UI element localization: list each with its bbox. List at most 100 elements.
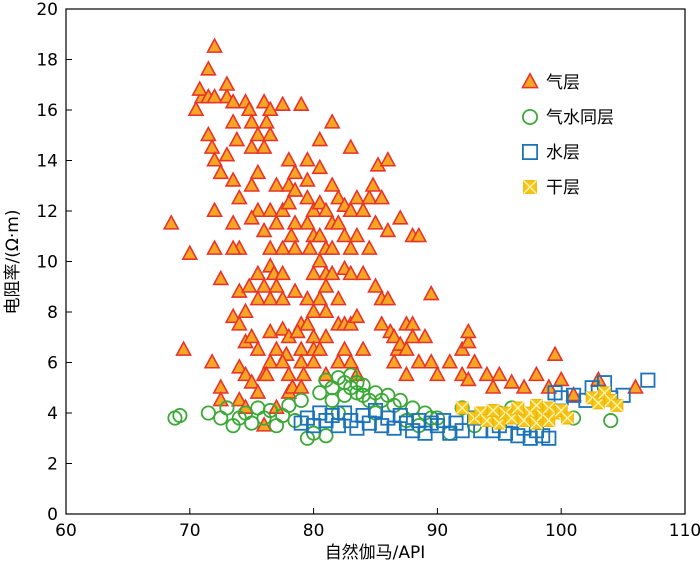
data-point: [299, 289, 316, 306]
data-point: [213, 410, 229, 426]
data-point: [224, 93, 242, 109]
data-point: [172, 407, 188, 424]
data-point: [392, 392, 408, 408]
plot-frame: [65, 8, 686, 515]
data-point: [311, 340, 329, 356]
data-point: [391, 209, 409, 225]
data-point: [554, 404, 568, 417]
legend-marker: [523, 180, 537, 194]
data-point: [373, 188, 391, 205]
data-point: [603, 413, 619, 429]
data-point: [218, 75, 236, 91]
data-point: [348, 226, 366, 243]
series-1: [162, 37, 644, 432]
data-point: [301, 239, 319, 255]
data-point: [261, 239, 279, 255]
x-tick-label: 90: [427, 521, 449, 541]
data-point: [240, 100, 258, 117]
data-point: [250, 400, 266, 416]
data-point: [311, 130, 329, 147]
data-point: [299, 214, 316, 230]
data-point: [286, 181, 304, 197]
data-point: [552, 370, 570, 387]
data-point: [249, 163, 267, 180]
data-marks: [162, 37, 656, 446]
data-point: [191, 80, 209, 96]
data-point: [405, 400, 421, 416]
data-point: [219, 400, 235, 416]
data-point: [336, 226, 353, 243]
data-point: [311, 226, 329, 243]
data-point: [317, 327, 335, 344]
data-point: [249, 201, 267, 218]
data-point: [224, 214, 242, 230]
data-point: [318, 428, 334, 444]
data-point: [218, 146, 236, 162]
data-point: [268, 176, 285, 192]
data-point: [243, 209, 261, 225]
data-point: [249, 340, 267, 356]
y-tick-label: 8: [47, 303, 58, 323]
data-point: [348, 307, 366, 324]
data-point: [627, 378, 644, 394]
data-point: [354, 264, 372, 281]
data-point: [317, 277, 335, 293]
data-point: [187, 100, 205, 117]
data-point: [317, 201, 335, 218]
axis-ticks: 60 70 80 90 100 110 0 2 4 6 8 10 12 14 16 18 20: [36, 0, 700, 541]
data-point: [258, 365, 275, 382]
data-point: [299, 188, 316, 205]
y-tick-label: 10: [36, 253, 58, 273]
y-tick-label: 2: [47, 455, 58, 475]
data-point: [274, 201, 291, 218]
data-point: [379, 221, 397, 238]
data-point: [243, 113, 261, 129]
data-point: [354, 340, 372, 356]
data-point: [342, 315, 360, 331]
data-point: [312, 385, 328, 401]
data-point: [511, 401, 525, 415]
data-point: [175, 340, 192, 356]
data-point: [336, 340, 353, 356]
data-point: [323, 113, 341, 129]
data-point: [454, 400, 470, 416]
data-point: [422, 353, 440, 369]
legend-label: 干层: [546, 178, 580, 198]
data-point: [274, 289, 291, 306]
data-point: [460, 322, 477, 339]
data-point: [422, 284, 440, 301]
data-point: [323, 239, 341, 255]
data-point: [385, 353, 403, 369]
y-tick-label: 20: [36, 0, 58, 20]
data-point: [224, 171, 242, 187]
data-point: [274, 95, 291, 111]
data-point: [206, 37, 223, 53]
data-point: [305, 353, 322, 369]
data-point: [212, 269, 230, 286]
data-point: [364, 176, 382, 192]
data-point: [460, 332, 477, 349]
y-axis-title: 电阻率/(Ω·m): [3, 210, 23, 315]
data-point: [237, 302, 254, 319]
y-tick-label: 6: [47, 354, 58, 374]
data-point: [249, 383, 267, 399]
legend-marker: [521, 108, 539, 126]
data-point: [398, 340, 415, 356]
data-point: [286, 214, 304, 230]
data-point: [268, 214, 285, 230]
data-point: [237, 365, 254, 382]
data-point: [330, 289, 347, 306]
data-point: [162, 214, 180, 230]
data-point: [261, 289, 279, 306]
legend-marker: [521, 72, 539, 89]
data-point: [367, 402, 384, 419]
legend-label: 气水同层: [546, 108, 614, 128]
data-point: [410, 353, 428, 369]
data-point: [206, 87, 223, 104]
data-point: [441, 353, 459, 369]
data-point: [323, 176, 341, 192]
data-point: [255, 277, 273, 293]
data-point: [404, 327, 421, 344]
data-point: [610, 398, 624, 412]
